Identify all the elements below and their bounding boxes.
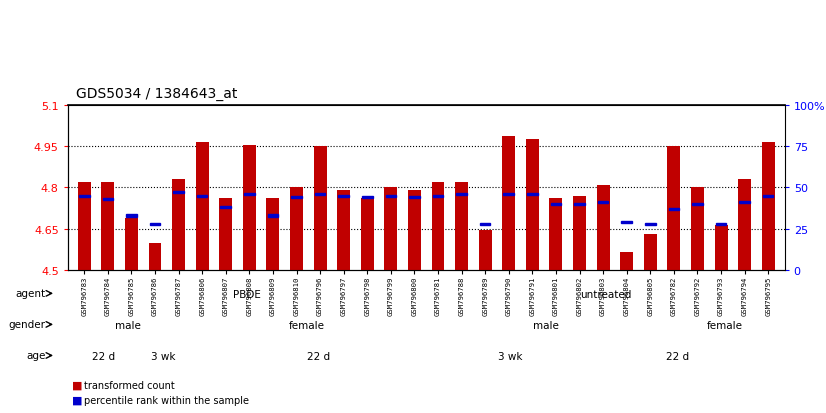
Bar xyxy=(267,199,279,271)
Bar xyxy=(551,203,561,206)
Bar xyxy=(384,188,397,271)
Text: 3 wk: 3 wk xyxy=(151,351,176,361)
Text: ■: ■ xyxy=(72,380,83,390)
Bar xyxy=(173,192,184,194)
Bar xyxy=(692,203,703,206)
Bar xyxy=(456,193,467,196)
Text: ■: ■ xyxy=(72,394,83,405)
Bar xyxy=(79,195,89,197)
Bar xyxy=(149,243,161,271)
Bar xyxy=(386,195,396,197)
Bar xyxy=(361,199,373,271)
Text: GDS5034 / 1384643_at: GDS5034 / 1384643_at xyxy=(76,87,237,101)
Bar xyxy=(102,183,114,271)
Bar xyxy=(739,202,750,204)
Bar xyxy=(78,183,91,271)
Bar xyxy=(150,223,160,225)
Text: 3 wk: 3 wk xyxy=(497,351,522,361)
Bar xyxy=(431,183,444,271)
Bar xyxy=(221,206,231,209)
Bar xyxy=(315,193,325,196)
Text: untreated: untreated xyxy=(580,289,631,299)
Bar xyxy=(549,199,563,271)
Bar xyxy=(598,202,609,204)
Bar xyxy=(362,197,373,199)
Text: female: female xyxy=(707,320,743,330)
Bar xyxy=(480,223,491,225)
Bar xyxy=(290,188,303,271)
Bar xyxy=(126,215,137,217)
Bar xyxy=(620,253,634,271)
Bar xyxy=(455,183,468,271)
Bar xyxy=(667,147,681,271)
Bar xyxy=(596,185,610,271)
Bar xyxy=(715,223,726,225)
Text: female: female xyxy=(289,320,325,330)
Text: 22 d: 22 d xyxy=(307,351,330,361)
Text: male: male xyxy=(533,320,558,330)
Bar xyxy=(337,191,350,271)
Bar xyxy=(526,140,539,271)
Bar xyxy=(172,180,185,271)
Bar xyxy=(621,221,632,224)
Bar xyxy=(102,198,113,201)
Bar xyxy=(268,215,278,217)
Bar xyxy=(762,142,775,271)
Text: percentile rank within the sample: percentile rank within the sample xyxy=(84,394,249,405)
Bar xyxy=(668,208,679,211)
Bar xyxy=(738,180,751,271)
Text: gender: gender xyxy=(9,320,45,330)
Bar xyxy=(409,197,420,199)
Bar xyxy=(643,235,657,271)
Bar xyxy=(408,191,421,271)
Bar xyxy=(574,203,585,206)
Text: 22 d: 22 d xyxy=(666,351,689,361)
Text: agent: agent xyxy=(16,289,45,299)
Bar xyxy=(339,195,349,197)
Bar xyxy=(573,196,586,271)
Bar xyxy=(196,142,209,271)
Text: PBDE: PBDE xyxy=(233,289,261,299)
Bar xyxy=(763,195,773,197)
Text: male: male xyxy=(115,320,140,330)
Bar xyxy=(714,225,728,271)
Bar xyxy=(691,188,704,271)
Bar xyxy=(645,223,656,225)
Bar xyxy=(433,195,444,197)
Bar xyxy=(314,147,326,271)
Bar xyxy=(502,137,515,271)
Text: 22 d: 22 d xyxy=(92,351,115,361)
Text: transformed count: transformed count xyxy=(84,380,175,390)
Bar xyxy=(197,195,207,197)
Bar xyxy=(527,193,538,196)
Bar xyxy=(292,197,301,199)
Bar xyxy=(125,218,138,271)
Bar xyxy=(243,145,256,271)
Bar xyxy=(219,199,232,271)
Text: age: age xyxy=(26,351,45,361)
Bar xyxy=(479,230,491,271)
Bar xyxy=(244,193,254,196)
Bar xyxy=(504,193,514,196)
